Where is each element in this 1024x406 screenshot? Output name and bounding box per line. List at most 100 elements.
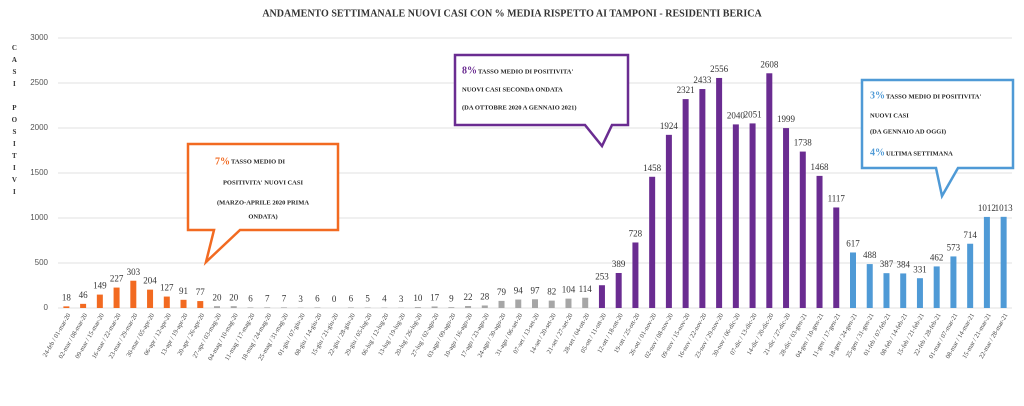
bar: [783, 128, 790, 308]
bar: [983, 216, 990, 308]
value-label: 204: [143, 276, 157, 286]
value-label: 387: [880, 259, 894, 269]
callout-pct: 7%: [215, 156, 230, 167]
value-label: 6: [248, 294, 253, 304]
value-label: 20: [229, 292, 239, 302]
bar: [682, 99, 689, 308]
callout-text: TASSO MEDIO DI: [231, 158, 286, 165]
value-label: 6: [349, 294, 354, 304]
chart-title: ANDAMENTO SETTIMANALE NUOVI CASI CON % M…: [262, 8, 762, 19]
bar: [130, 280, 137, 308]
bar: [850, 252, 856, 308]
bar: [598, 285, 605, 308]
bar: [548, 300, 555, 308]
value-label: 3: [399, 294, 404, 304]
value-label: 1117: [828, 194, 846, 204]
value-label: 1012: [978, 203, 996, 213]
bar: [280, 307, 287, 308]
value-label: 7: [265, 293, 270, 303]
bar: [632, 242, 639, 308]
y-tick-label: 1500: [30, 168, 48, 177]
callout-text: (DA GENNAIO AD OGGI): [870, 128, 946, 135]
bar: [582, 297, 589, 308]
bar: [833, 207, 840, 308]
callout-text: POSITIVITA' NUOVI CASI: [223, 179, 304, 186]
bar: [900, 273, 907, 308]
bar: [866, 264, 873, 308]
value-label: 46: [79, 290, 89, 300]
value-label: 1999: [777, 114, 796, 124]
value-label: 1468: [811, 162, 830, 172]
value-label: 331: [913, 264, 927, 274]
value-label: 91: [179, 286, 188, 296]
bar: [515, 299, 522, 308]
value-label: 77: [196, 287, 206, 297]
callout-box: [453, 53, 630, 149]
callout-box: [860, 78, 1015, 200]
value-label: 1924: [660, 121, 679, 131]
bar: [799, 151, 806, 308]
bar: [565, 298, 572, 308]
bars: [63, 73, 1007, 309]
value-label: 2556: [710, 64, 729, 74]
callout-text: NUOVI CASI SECONDA ONDATA: [462, 86, 563, 93]
bar: [532, 299, 538, 308]
value-label: 9: [449, 293, 454, 303]
y-tick-label: 2500: [30, 78, 48, 87]
value-label: 303: [127, 267, 141, 277]
bar: [649, 176, 656, 308]
y-tick-label: 500: [35, 258, 49, 267]
bar: [347, 307, 354, 308]
bar: [230, 306, 237, 308]
value-label: 1013: [995, 203, 1014, 213]
y-tick-label: 2000: [30, 123, 48, 132]
callout-text: TASSO MEDIO DI POSITIVITA': [886, 93, 981, 100]
value-label: 728: [629, 229, 643, 239]
callout-text: NUOVI CASI: [870, 112, 909, 119]
bar: [699, 89, 706, 308]
bar: [716, 77, 723, 309]
bar: [732, 124, 739, 309]
callout-pct: 3%: [870, 90, 885, 101]
value-label: 2433: [693, 75, 712, 85]
value-label: 253: [595, 271, 609, 281]
value-label: 18: [62, 292, 72, 302]
value-label: 2321: [677, 85, 695, 95]
value-label: 114: [579, 284, 593, 294]
value-label: 82: [547, 287, 556, 297]
value-label: 97: [531, 285, 541, 295]
value-label: 3: [298, 294, 303, 304]
y-tick-label: 3000: [30, 33, 48, 42]
bar: [1000, 216, 1007, 308]
value-label: 22: [464, 292, 473, 302]
bar: [80, 303, 87, 308]
callout-box: [186, 142, 340, 266]
bar: [113, 287, 120, 308]
callout-text: ULTIMA SETTIMANA: [886, 150, 953, 157]
value-label: 2051: [744, 109, 762, 119]
bar: [414, 307, 421, 308]
value-label: 389: [612, 259, 626, 269]
callout-text: ONDATA): [248, 213, 277, 220]
value-label: 0: [332, 294, 337, 304]
bar: [96, 294, 103, 308]
value-label: 5: [365, 294, 370, 304]
bar: [766, 73, 773, 308]
value-label: 462: [930, 252, 944, 262]
bar: [615, 272, 622, 308]
y-tick-label: 1000: [30, 213, 48, 222]
bar: [481, 305, 488, 308]
value-label: 4: [382, 294, 387, 304]
bar: [163, 296, 170, 308]
value-label: 10: [413, 293, 423, 303]
value-label: 2040: [727, 110, 746, 120]
bar: [147, 289, 154, 308]
y-axis-label: CASI POSITIVI: [10, 44, 18, 200]
bar: [883, 273, 890, 308]
value-label: 79: [497, 287, 507, 297]
value-label: 6: [315, 294, 320, 304]
bar: [665, 134, 672, 308]
callout-text: TASSO MEDIO DI POSITIVITA': [478, 68, 573, 75]
value-label: 227: [110, 274, 124, 284]
